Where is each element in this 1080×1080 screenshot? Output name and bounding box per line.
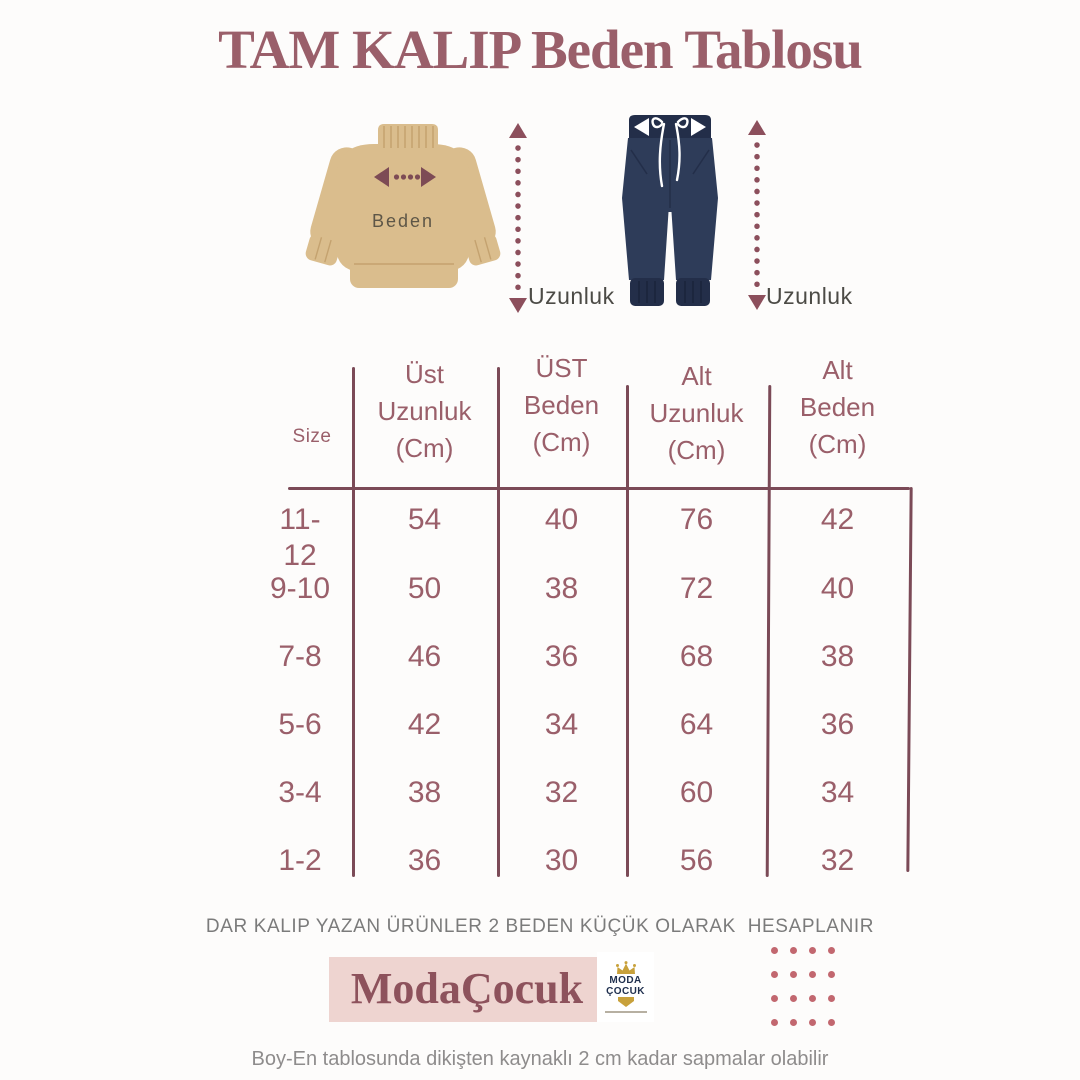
table-line xyxy=(497,367,500,877)
table-cell: 32 xyxy=(544,776,579,809)
measure-label-right: Uzunluk xyxy=(766,283,853,309)
pennant-icon xyxy=(617,997,634,1007)
table-line xyxy=(352,367,355,877)
table-header-ust-uzunluk: Üst Uzunluk (Cm) xyxy=(377,359,472,463)
table-cell: 7-8 xyxy=(278,640,322,673)
measure-arrow-right-icon xyxy=(748,120,766,310)
table-cell: 30 xyxy=(544,844,579,877)
table-header-size: Size xyxy=(292,426,332,447)
table-line xyxy=(288,487,910,490)
table-cell: 64 xyxy=(679,708,714,741)
logo-text-line2: ÇOCUK xyxy=(606,986,645,997)
pants-width-arrow-icon xyxy=(634,118,706,136)
table-header-alt-uzunluk: Alt Uzunluk (Cm) xyxy=(649,361,744,465)
table-row: 9-10 50 38 72 40 xyxy=(270,571,908,607)
table-cell: 38 xyxy=(820,640,855,673)
table-cell: 72 xyxy=(679,572,714,605)
table-cell: 38 xyxy=(544,572,579,605)
table-cell: 40 xyxy=(820,572,855,605)
table-cell: 34 xyxy=(544,708,579,741)
table-cell: 38 xyxy=(407,776,442,809)
table-cell: 32 xyxy=(820,844,855,877)
brand-wordmark: ModaÇocuk xyxy=(350,964,584,1013)
measure-arrow-left-icon xyxy=(509,123,527,313)
sweater-width-arrow-icon xyxy=(374,167,436,187)
page-title: TAM KALIP Beden Tablosu xyxy=(218,19,863,80)
table-cell: 5-6 xyxy=(278,708,322,741)
table-row: 1-2 36 30 56 32 xyxy=(278,843,908,879)
deviation-note: Boy-En tablosunda dikişten kaynaklı 2 cm… xyxy=(251,1048,829,1070)
table-cell: 36 xyxy=(407,844,442,877)
size-table: Size Üst Uzunluk (Cm) ÜST Beden (Cm) Alt… xyxy=(270,350,930,890)
table-cell: 1-2 xyxy=(278,844,322,877)
logo-tagline-bar xyxy=(604,1011,647,1013)
table-cell: 60 xyxy=(679,776,714,809)
table-line xyxy=(626,385,629,877)
table-cell: 50 xyxy=(407,572,442,605)
table-cell: 76 xyxy=(679,503,714,536)
table-cell: 56 xyxy=(679,844,714,877)
table-cell: 11-12 xyxy=(279,503,321,572)
table-cell: 42 xyxy=(820,503,855,536)
table-row: 7-8 46 36 68 38 xyxy=(278,639,908,675)
table-row: 3-4 38 32 60 34 xyxy=(278,775,908,811)
pants-illustration-icon xyxy=(622,115,718,306)
table-cell: 42 xyxy=(407,708,442,741)
table-cell: 40 xyxy=(544,503,579,536)
dot-grid-decoration xyxy=(771,947,835,1026)
measure-label-left: Uzunluk xyxy=(528,283,615,309)
table-cell: 9-10 xyxy=(269,572,331,605)
table-cell: 3-4 xyxy=(278,776,322,809)
crown-icon xyxy=(615,961,636,974)
table-cell: 36 xyxy=(544,640,579,673)
table-cell: 46 xyxy=(407,640,442,673)
sweater-illustration-icon: Beden xyxy=(305,124,501,288)
fit-note: DAR KALIP YAZAN ÜRÜNLER 2 BEDEN KÜÇÜK OL… xyxy=(205,916,875,937)
drawstring-icon xyxy=(651,117,689,188)
table-cell: 54 xyxy=(407,503,442,536)
table-header-ust-beden: ÜST Beden (Cm) xyxy=(523,353,600,457)
brand-logo: MODA ÇOCUK xyxy=(597,952,654,1022)
table-row: 11-12 54 40 76 42 xyxy=(279,502,908,574)
table-cell: 34 xyxy=(820,776,855,809)
logo-text-line1: MODA xyxy=(609,975,642,986)
table-cell: 68 xyxy=(679,640,714,673)
table-header-alt-beden: Alt Beden (Cm) xyxy=(799,355,876,459)
table-row: 5-6 42 34 64 36 xyxy=(278,707,908,743)
table-cell: 36 xyxy=(820,708,855,741)
garment-width-label: Beden xyxy=(372,211,434,231)
